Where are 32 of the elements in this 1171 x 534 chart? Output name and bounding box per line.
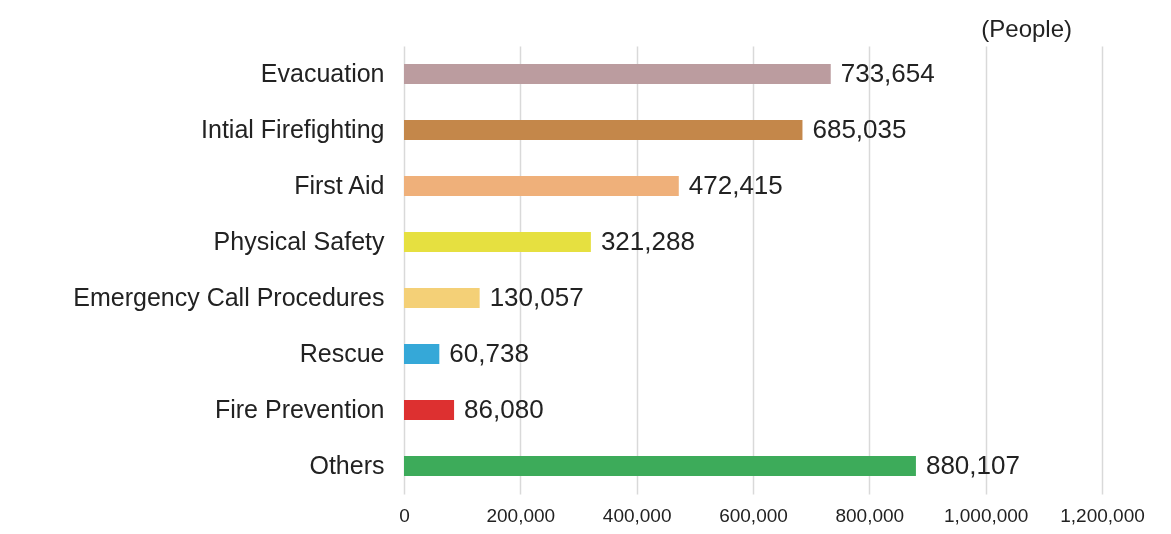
- x-tick-label: 1,200,000: [1060, 504, 1145, 526]
- bar: [404, 455, 916, 477]
- y-tick-label: Rescue: [299, 339, 385, 367]
- bar: [404, 287, 480, 309]
- x-tick-label: 800,000: [835, 504, 905, 526]
- x-tick-label: 1,000,000: [943, 504, 1029, 526]
- text: (People): [981, 15, 1072, 42]
- bar: [404, 63, 831, 85]
- bar: [404, 399, 455, 421]
- data-label: 86,080: [464, 394, 544, 424]
- y-tick-label: Evacuation: [260, 59, 385, 87]
- bar: [404, 231, 591, 253]
- data-label: 880,107: [925, 450, 1020, 480]
- x-tick-label: 0: [399, 504, 410, 526]
- x-tick-label: 400,000: [602, 504, 672, 526]
- y-tick-label: Physical Safety: [213, 227, 385, 255]
- bar: [404, 343, 440, 365]
- data-label: 685,035: [812, 114, 907, 144]
- bar: [404, 119, 803, 141]
- y-tick-label: Emergency Call Procedures: [73, 283, 385, 311]
- x-tick-label: 600,000: [719, 504, 788, 526]
- data-label: 60,738: [449, 338, 529, 368]
- y-tick-label: Others: [309, 451, 385, 479]
- data-label: 130,057: [489, 282, 584, 312]
- data-label: 733,654: [840, 58, 935, 88]
- y-tick-label: First Aid: [294, 171, 385, 199]
- x-tick-label: 200,000: [486, 504, 556, 526]
- y-tick-label: Fire Prevention: [214, 395, 385, 423]
- bar: [404, 175, 679, 197]
- y-tick-label: Intial Firefighting: [201, 115, 385, 143]
- data-label: 472,415: [688, 170, 783, 200]
- data-label: 321,288: [600, 226, 695, 256]
